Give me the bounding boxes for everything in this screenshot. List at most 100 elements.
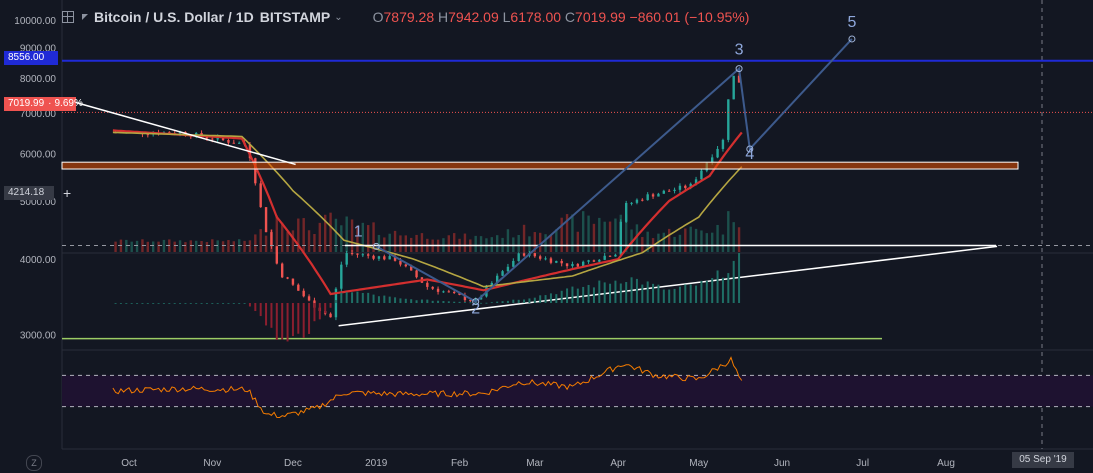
macd-bar	[318, 303, 321, 320]
candle-body	[372, 255, 375, 259]
wave-label: 4	[745, 146, 754, 163]
flag-icon[interactable]	[82, 14, 88, 20]
candle-body	[694, 179, 698, 184]
volume-bar	[211, 239, 214, 252]
macd-bar	[555, 294, 558, 303]
candle-body	[205, 136, 209, 139]
macd-bar	[211, 303, 214, 304]
candle-body	[635, 199, 639, 203]
exchange[interactable]: BITSTAMP	[259, 9, 331, 25]
candle-body	[549, 258, 553, 263]
volume-bar	[506, 229, 510, 252]
macd-bar	[383, 295, 386, 303]
macd-bar	[173, 303, 176, 304]
wave-label: 5	[847, 14, 856, 31]
candle-body	[356, 253, 359, 255]
time-tick-label: Aug	[937, 458, 955, 469]
volume-bar	[732, 222, 735, 252]
candle-body	[350, 253, 354, 255]
volume-bar	[157, 241, 160, 252]
macd-bar	[248, 303, 251, 307]
macd-bar	[259, 303, 262, 317]
candle-body	[710, 157, 714, 163]
macd-bar	[243, 303, 246, 304]
macd-bar	[496, 301, 499, 303]
volume-bar	[538, 232, 542, 252]
volume-bar	[377, 234, 381, 252]
volume-bar	[350, 219, 354, 252]
drawing-tools[interactable]: 1 2 3 4 5	[61, 14, 1093, 340]
macd-bar	[727, 273, 730, 303]
candle-body	[146, 134, 150, 136]
z-icon[interactable]: Z	[26, 455, 42, 471]
volume-bar	[678, 234, 682, 252]
candle-body	[415, 270, 418, 278]
macd-bar	[630, 277, 633, 303]
macd-bar	[544, 295, 547, 303]
volume-bar	[576, 231, 580, 252]
macd-bar	[517, 299, 520, 303]
macd-bar	[657, 284, 660, 303]
time-axis: Oct Nov Dec 2019 Feb Mar Apr May Jun Jul Aug	[121, 458, 955, 469]
volume-bar	[592, 223, 596, 252]
volume-bar	[307, 230, 311, 252]
volume-bar	[721, 234, 725, 252]
support-zone	[61, 161, 1019, 170]
macd-bar	[146, 303, 149, 304]
macd-bar	[222, 303, 225, 304]
volume-bar	[194, 240, 198, 252]
macd-bar	[286, 303, 289, 342]
volume-bar	[603, 221, 606, 252]
price-tick-label: 7000.00	[20, 109, 57, 120]
candle-body	[178, 131, 182, 134]
volume-bar	[243, 240, 246, 252]
candle-body	[630, 202, 633, 204]
macd-bar	[232, 303, 235, 304]
macd-bar	[334, 299, 337, 303]
volume-bar	[151, 241, 155, 252]
macd-bar	[668, 289, 671, 303]
candle-body	[538, 256, 542, 259]
expand-icon[interactable]	[62, 11, 74, 23]
candle-body	[297, 284, 300, 291]
volume-bar	[366, 225, 370, 252]
volume-bar	[173, 241, 176, 252]
resistance-price-tag: 8556.00	[4, 51, 58, 65]
macd-bar	[189, 303, 192, 304]
macd-bar	[582, 286, 585, 303]
candle-body	[555, 260, 558, 263]
macd-bar	[265, 303, 268, 326]
candle-body	[259, 183, 262, 208]
macd-bar	[410, 299, 413, 303]
volume-bar	[323, 214, 327, 252]
symbol-name[interactable]: Bitcoin / U.S. Dollar	[94, 9, 224, 25]
macd-bar	[195, 303, 198, 304]
volume-bar	[737, 227, 741, 252]
macd-bar	[168, 303, 171, 304]
macd-bar	[458, 301, 461, 303]
volume-bar	[517, 234, 520, 252]
macd-bar	[689, 284, 692, 303]
volume-bar	[452, 233, 456, 252]
volume-bar	[329, 212, 332, 252]
wave-point	[746, 145, 754, 153]
add-alert-icon[interactable]: +	[63, 185, 72, 201]
volume-bar	[587, 215, 590, 252]
macd-bar	[388, 296, 391, 303]
volume-bar	[372, 222, 375, 252]
volume-bar	[297, 218, 300, 252]
crosshair-date-tag: 05 Sep '19	[1012, 452, 1074, 468]
time-tick-label: May	[689, 458, 708, 469]
volume-bar	[581, 211, 585, 252]
volume-bar	[254, 234, 257, 252]
macd-bar	[141, 303, 144, 304]
moving-average-ma_fast	[112, 129, 743, 296]
interval[interactable]: 1D	[235, 9, 254, 25]
candle-body	[227, 139, 230, 143]
chevron-down-icon[interactable]: ⌄	[334, 11, 343, 23]
price-tick-label: 8000.00	[20, 74, 57, 85]
price-tick-label: 3000.00	[20, 330, 57, 341]
volume-bar	[264, 235, 268, 252]
volume-bar	[662, 232, 666, 252]
